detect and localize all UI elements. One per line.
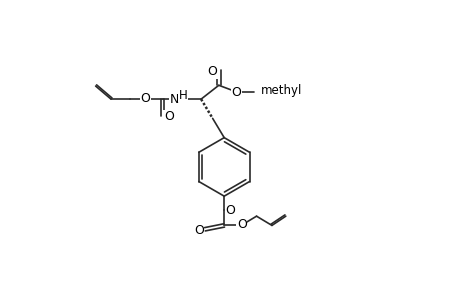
Text: N: N (169, 93, 179, 106)
Text: O: O (225, 203, 235, 217)
Text: O: O (140, 92, 150, 105)
Text: O: O (236, 218, 246, 231)
Text: methyl: methyl (260, 84, 301, 97)
Text: O: O (193, 224, 203, 237)
Text: O: O (163, 110, 174, 123)
Text: H: H (179, 89, 187, 102)
Text: O: O (207, 65, 217, 78)
Text: O: O (231, 86, 241, 100)
